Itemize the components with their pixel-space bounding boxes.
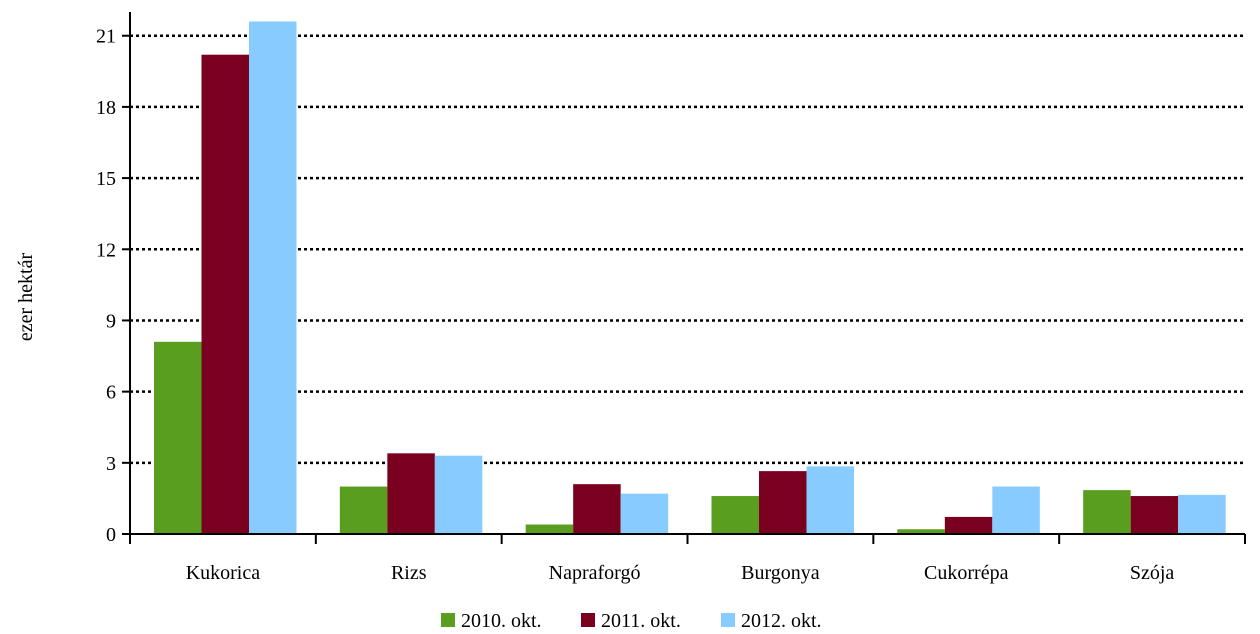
- y-tick-label-21: 21: [96, 26, 116, 48]
- legend-label-2: 2011. okt.: [601, 610, 681, 632]
- bar-rizs-1: [339, 486, 388, 534]
- legend-item-3: 2012. okt.: [721, 610, 822, 632]
- gridlines: [130, 34, 1245, 465]
- bar-szója-1: [1083, 490, 1131, 534]
- bar-napraforgó-2: [573, 484, 621, 534]
- bar-napraforgó-1: [525, 524, 574, 534]
- bar-cukorrépa-3: [992, 486, 1040, 534]
- bars: [154, 21, 1226, 535]
- category-label-4: Cukorrépa: [924, 562, 1009, 584]
- category-label-0: Kukorica: [186, 562, 261, 584]
- y-tick-label-9: 9: [106, 310, 116, 332]
- bar-kukorica-3: [249, 21, 297, 535]
- bar-cukorrépa-2: [944, 516, 993, 534]
- bar-szója-3: [1178, 494, 1226, 534]
- bar-cukorrépa-1: [897, 529, 945, 534]
- legend-swatch-1: [441, 613, 455, 627]
- y-tick-label-12: 12: [96, 239, 116, 261]
- y-tick-label-18: 18: [96, 97, 116, 119]
- bar-burgonya-1: [711, 496, 759, 534]
- bar-rizs-2: [387, 453, 435, 534]
- y-tick-labels: 0 3 6 9 12 15 18 21: [96, 26, 116, 546]
- bar-napraforgó-3: [620, 493, 669, 534]
- legend-item-2: 2011. okt.: [581, 610, 681, 632]
- legend: 2010. okt. 2011. okt. 2012. okt.: [441, 610, 822, 632]
- y-tick-label-0: 0: [106, 524, 116, 546]
- bar-kukorica-1: [154, 341, 202, 534]
- bar-burgonya-2: [759, 471, 807, 534]
- category-label-3: Burgonya: [741, 562, 820, 584]
- category-label-5: Szója: [1130, 562, 1175, 584]
- category-label-2: Napraforgó: [549, 562, 641, 584]
- bar-kukorica-2: [201, 54, 249, 534]
- y-axis-label: ezer hektár: [15, 253, 37, 342]
- axes: [122, 12, 1246, 544]
- legend-swatch-2: [581, 613, 595, 627]
- x-category-labels: Kukorica Rizs Napraforgó Burgonya Cukorrépa S…: [186, 562, 1175, 584]
- bar-burgonya-3: [806, 466, 854, 534]
- category-label-1: Rizs: [391, 562, 427, 584]
- legend-item-1: 2010. okt.: [441, 610, 542, 632]
- bar-rizs-3: [434, 455, 483, 534]
- legend-label-3: 2012. okt.: [741, 610, 822, 632]
- y-tick-label-15: 15: [96, 168, 116, 190]
- legend-swatch-3: [721, 613, 735, 627]
- legend-label-1: 2010. okt.: [461, 610, 542, 632]
- y-tick-label-3: 3: [106, 453, 116, 475]
- y-tick-label-6: 6: [106, 382, 116, 404]
- bar-szója-2: [1130, 496, 1179, 534]
